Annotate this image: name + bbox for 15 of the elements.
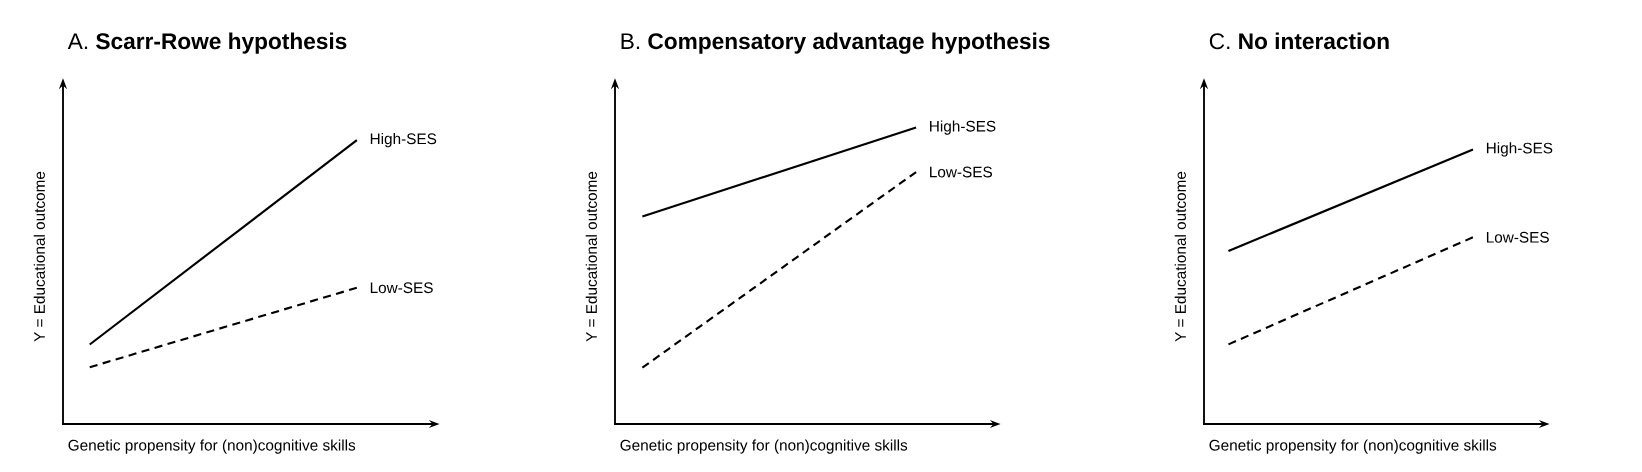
series-label: Low-SES — [1486, 231, 1549, 243]
chart-title: C. No interaction — [1209, 32, 1389, 50]
chart-title: A. Scarr-Rowe hypothesis — [67, 32, 347, 54]
series-label: High-SES — [1486, 142, 1553, 157]
y-axis-title: Y = Educational outcome — [585, 171, 597, 342]
y-axis-title: Y = Educational outcome — [33, 171, 45, 342]
x-axis-title: Genetic propensity for (non)cognitive skills — [620, 439, 908, 454]
x-axis-title: Genetic propensity for (non)cognitive skills — [1209, 439, 1497, 454]
series-label: Low-SES — [370, 282, 433, 294]
chart-title: B. Compensatory advantage hypothesis — [621, 32, 1050, 54]
series-label: High-SES — [930, 120, 996, 135]
series-label: High-SES — [370, 132, 437, 148]
series-label: Low-SES — [930, 166, 993, 178]
x-axis-title: Genetic propensity for (non)cognitive skills — [68, 439, 356, 454]
y-axis-title: Y = Educational outcome — [1174, 171, 1186, 342]
